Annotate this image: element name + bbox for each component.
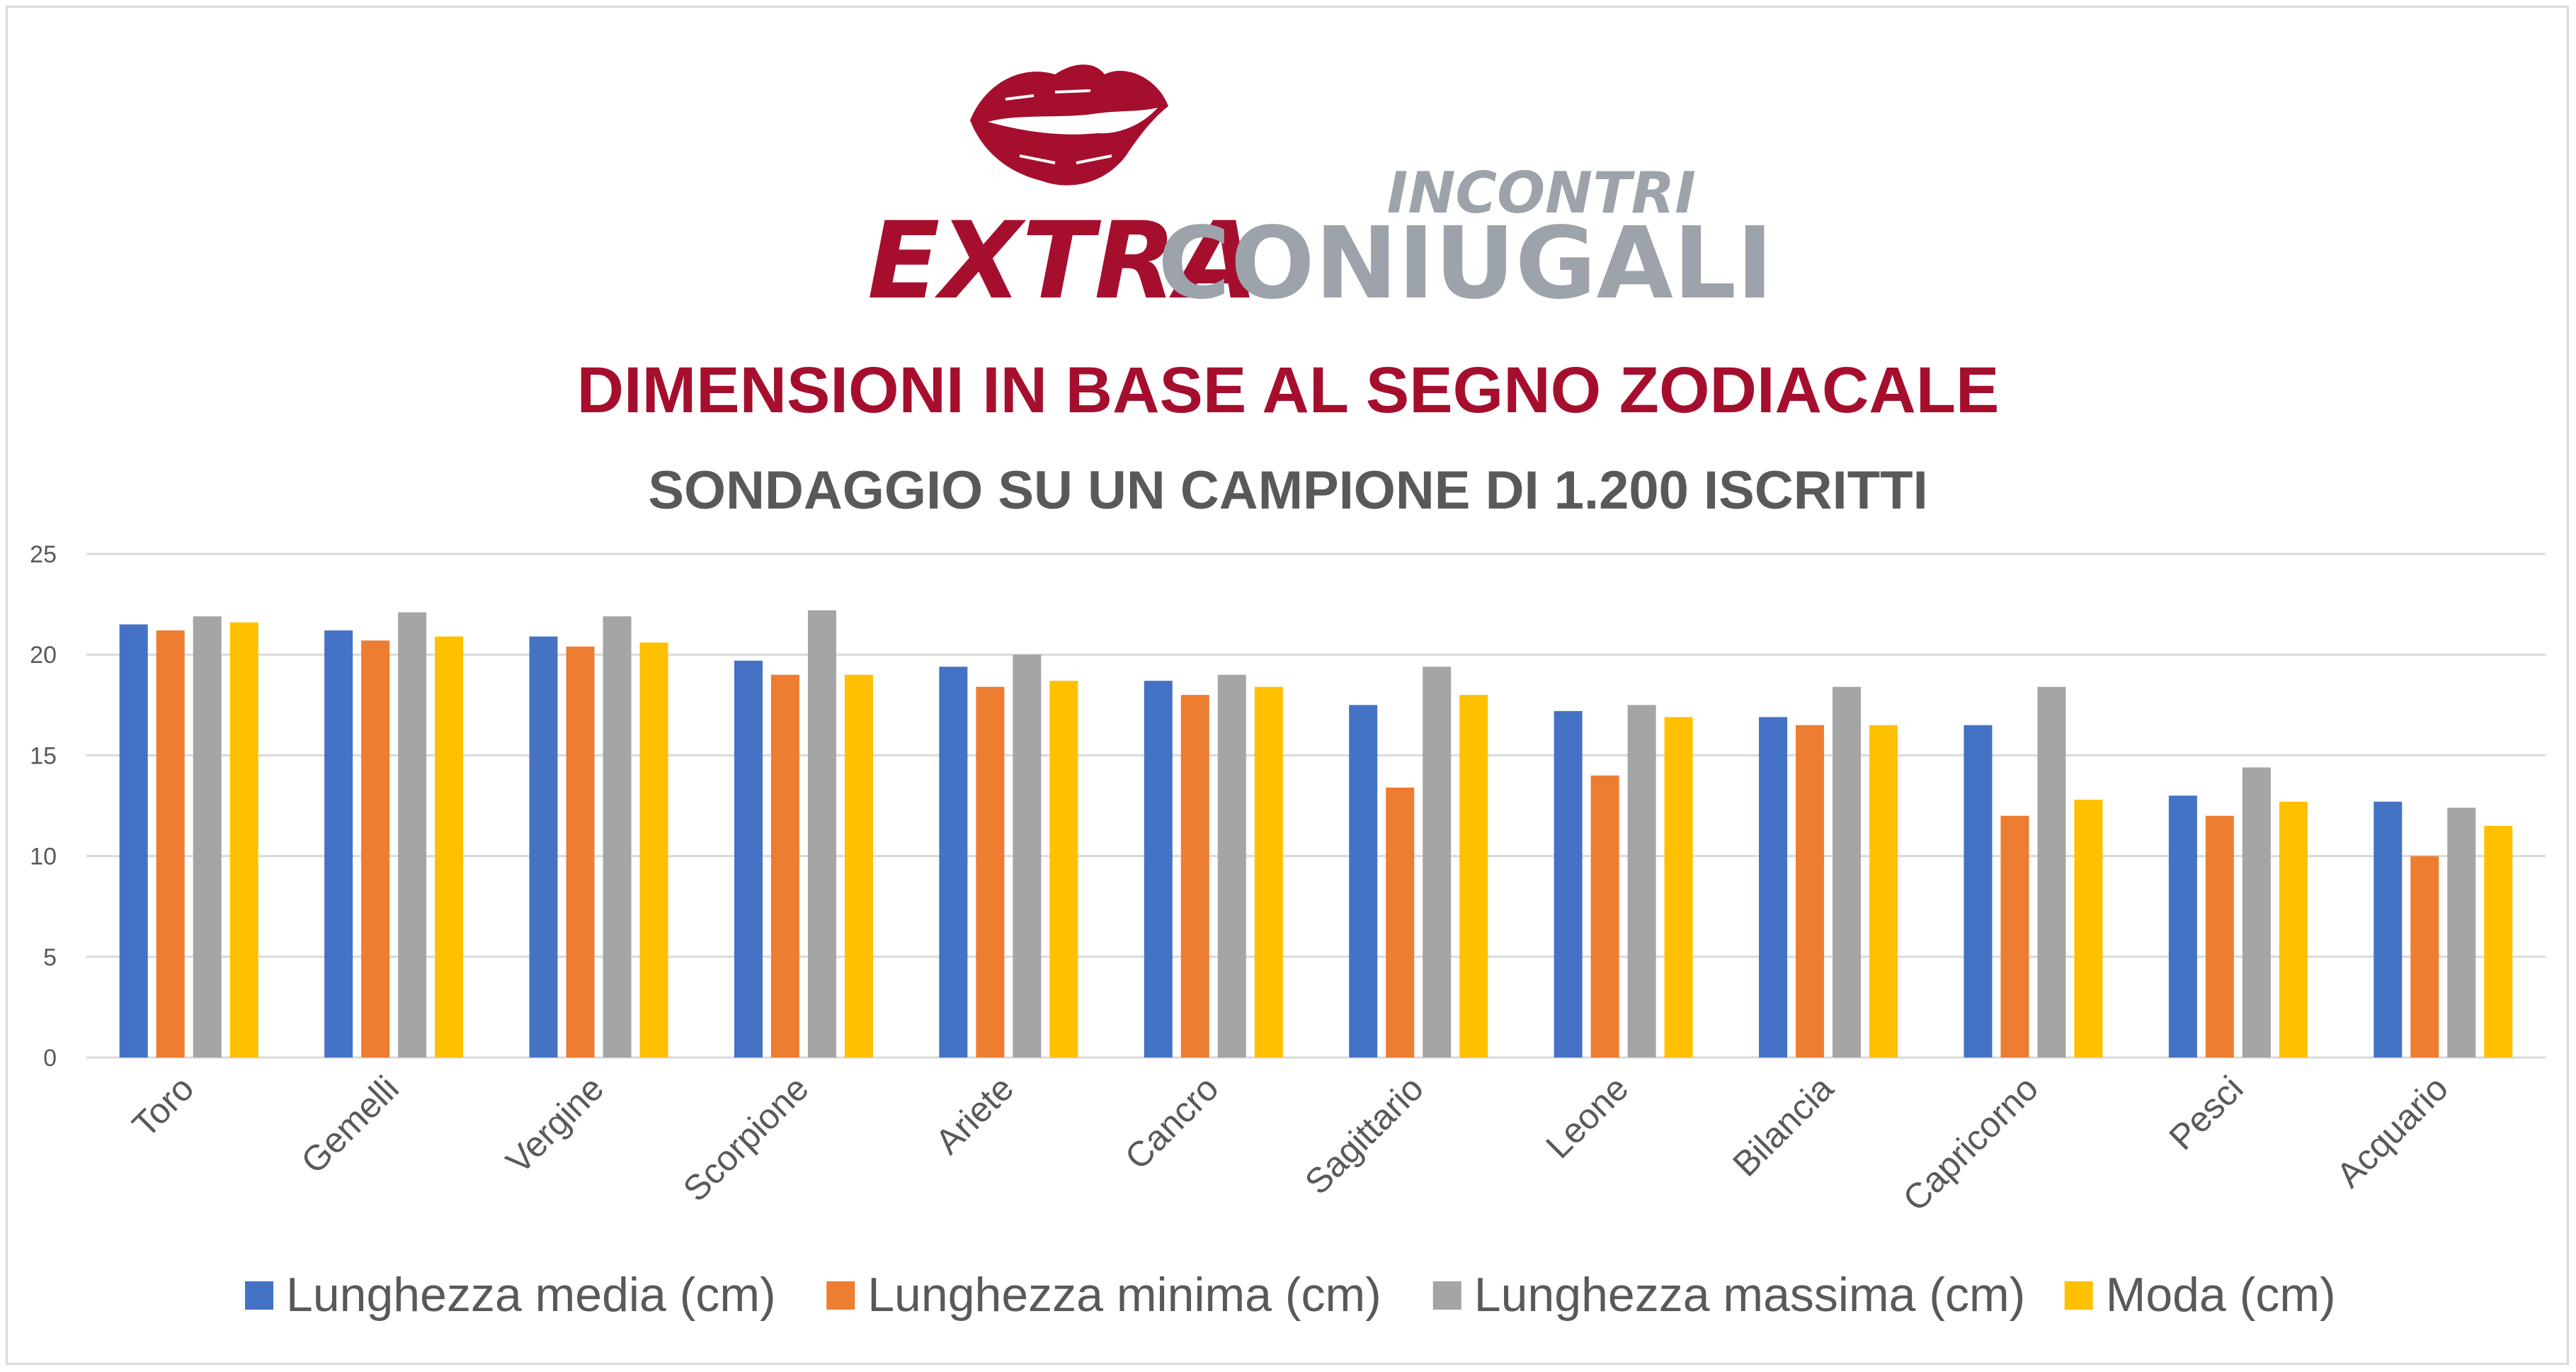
legend-label: Lunghezza media (cm) — [286, 1268, 776, 1322]
x-tick-label: Leone — [1538, 1068, 1636, 1166]
lips-icon — [970, 64, 1168, 186]
bar — [770, 674, 799, 1058]
bar — [1013, 654, 1042, 1058]
bar — [1217, 674, 1246, 1058]
legend-label: Moda (cm) — [2106, 1268, 2336, 1322]
bar — [529, 636, 558, 1058]
bar — [2242, 767, 2271, 1058]
legend-swatch — [826, 1281, 855, 1310]
bar — [2279, 801, 2308, 1058]
bar — [639, 642, 668, 1058]
x-tick-label: Ariete — [928, 1068, 1021, 1162]
bar — [1796, 725, 1825, 1058]
x-axis-ticks: Toro Gemelli Vergine Scorpione Ariete Cancro S… — [125, 1068, 2456, 1219]
y-tick-label: 15 — [30, 742, 57, 769]
bar — [1627, 705, 1656, 1058]
chart-frame — [6, 6, 2569, 1365]
bar — [1554, 710, 1583, 1058]
bar — [2205, 815, 2234, 1058]
bar — [1964, 725, 1993, 1058]
logo-word-grey: CONIUGALI — [1158, 206, 1773, 322]
bar — [734, 660, 763, 1058]
x-tick-label: Sagittario — [1297, 1068, 1431, 1202]
x-tick-label: Scorpione — [676, 1068, 816, 1209]
logo: INCONTRI EXTRA CONIUGALI — [867, 64, 1773, 323]
bar — [603, 616, 632, 1058]
bar — [2484, 825, 2513, 1058]
bar — [976, 686, 1005, 1058]
bar — [119, 624, 148, 1058]
bar — [229, 622, 258, 1058]
bar — [1459, 695, 1488, 1058]
grid-lines — [86, 552, 2546, 1059]
bar — [1423, 667, 1452, 1058]
bar — [1590, 775, 1619, 1058]
x-tick-label: Capricorno — [1896, 1068, 2046, 1219]
bar — [1144, 681, 1173, 1058]
y-tick-label: 20 — [30, 642, 57, 669]
bar — [2410, 856, 2439, 1058]
bar — [2037, 686, 2066, 1058]
bar — [1349, 705, 1378, 1058]
bar — [2074, 799, 2103, 1058]
bar — [566, 646, 595, 1058]
bar — [807, 610, 836, 1058]
chart-subtitle: SONDAGGIO SU UN CAMPIONE DI 1.200 ISCRIT… — [648, 460, 1927, 521]
y-tick-label: 0 — [43, 1045, 57, 1072]
bar — [1833, 686, 1862, 1058]
bar — [2168, 795, 2197, 1058]
legend-label: Lunghezza minima (cm) — [867, 1268, 1381, 1322]
bar — [156, 630, 185, 1058]
bar — [398, 612, 427, 1058]
x-tick-label: Acquario — [2329, 1068, 2456, 1195]
x-tick-label: Toro — [125, 1068, 201, 1145]
bar — [1386, 787, 1415, 1058]
x-tick-label: Bilancia — [1725, 1068, 1841, 1184]
bar — [193, 616, 222, 1058]
bar — [2447, 807, 2476, 1058]
bar — [1869, 725, 1898, 1058]
chart-title: DIMENSIONI IN BASE AL SEGNO ZODIACALE — [577, 354, 2000, 426]
bar — [844, 674, 873, 1058]
y-tick-label: 25 — [30, 541, 57, 568]
x-tick-label: Gemelli — [293, 1068, 406, 1181]
legend: Lunghezza media (cm) Lunghezza minima (cm… — [245, 1268, 2336, 1322]
legend-label: Lunghezza massima (cm) — [1474, 1268, 2025, 1322]
bar — [1254, 686, 1283, 1058]
bar — [435, 636, 464, 1058]
bars — [119, 610, 2513, 1058]
bar — [1664, 717, 1693, 1058]
bar — [324, 630, 353, 1058]
y-tick-label: 10 — [30, 844, 57, 871]
bar — [1180, 695, 1209, 1058]
bar — [1759, 717, 1788, 1058]
logo-top-word: INCONTRI — [1387, 160, 1696, 226]
y-tick-label: 5 — [43, 944, 57, 971]
legend-swatch — [2064, 1281, 2093, 1310]
y-axis-ticks: 0 5 10 15 20 25 — [30, 541, 57, 1072]
bar — [2000, 815, 2029, 1058]
x-tick-label: Cancro — [1117, 1068, 1226, 1177]
bar — [361, 640, 390, 1058]
legend-swatch — [245, 1281, 274, 1310]
logo-word-red: EXTRA — [867, 200, 1258, 323]
x-tick-label: Vergine — [498, 1068, 612, 1181]
bar — [939, 667, 968, 1058]
legend-swatch — [1432, 1281, 1461, 1310]
bar — [2373, 801, 2403, 1058]
bar — [1049, 681, 1078, 1058]
x-tick-label: Pesci — [2162, 1068, 2251, 1157]
